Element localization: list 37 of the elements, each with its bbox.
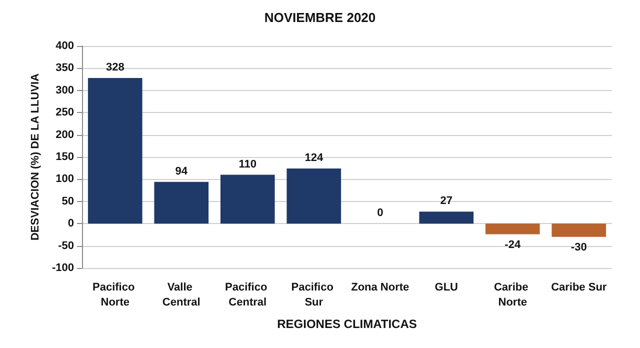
x-tick-label: GLU bbox=[434, 282, 458, 294]
data-label: 94 bbox=[175, 165, 188, 178]
y-tick-label: 0 bbox=[68, 218, 74, 230]
data-label: 27 bbox=[440, 195, 452, 208]
x-tick-label: Pacifico Sur bbox=[291, 282, 336, 308]
bar bbox=[552, 224, 606, 237]
bar bbox=[154, 182, 209, 224]
bar bbox=[88, 78, 142, 224]
x-axis-title: REGIONES CLIMATICAS bbox=[277, 317, 417, 331]
chart-title: NOVIEMBRE 2020 bbox=[264, 10, 376, 25]
data-label: 110 bbox=[238, 158, 256, 170]
data-label: -30 bbox=[570, 241, 587, 254]
y-tick-label: 100 bbox=[56, 173, 74, 186]
y-tick-label: 300 bbox=[56, 84, 74, 96]
y-tick-label: 150 bbox=[56, 151, 74, 163]
data-label: 0 bbox=[377, 207, 384, 220]
data-label: 124 bbox=[304, 152, 324, 164]
y-tick-label: 350 bbox=[56, 62, 74, 74]
x-tick-label: Zona Norte bbox=[351, 282, 410, 294]
y-tick-label: 400 bbox=[56, 40, 74, 52]
y-tick-label: 50 bbox=[62, 195, 74, 208]
x-tick-label: Caribe Norte bbox=[494, 282, 532, 308]
y-axis-title: DESVIACION (%) DE LA LLUVIA bbox=[30, 73, 42, 241]
x-tick-label: Caribe Sur bbox=[551, 282, 608, 294]
data-label: 328 bbox=[106, 61, 124, 74]
bar bbox=[485, 224, 540, 234]
x-tick-label: Pacifico Central bbox=[225, 282, 270, 308]
bar bbox=[286, 168, 342, 224]
y-tick-label: -100 bbox=[52, 262, 74, 274]
data-label: -24 bbox=[504, 238, 522, 251]
y-tick-label: 250 bbox=[56, 106, 74, 119]
bar bbox=[220, 174, 275, 224]
x-tick-label: Valle Central bbox=[162, 282, 200, 308]
bar bbox=[419, 212, 474, 224]
y-tick-label: -50 bbox=[58, 240, 74, 252]
x-tick-label: Pacifico Norte bbox=[92, 282, 138, 308]
y-tick-label: 200 bbox=[56, 128, 74, 141]
